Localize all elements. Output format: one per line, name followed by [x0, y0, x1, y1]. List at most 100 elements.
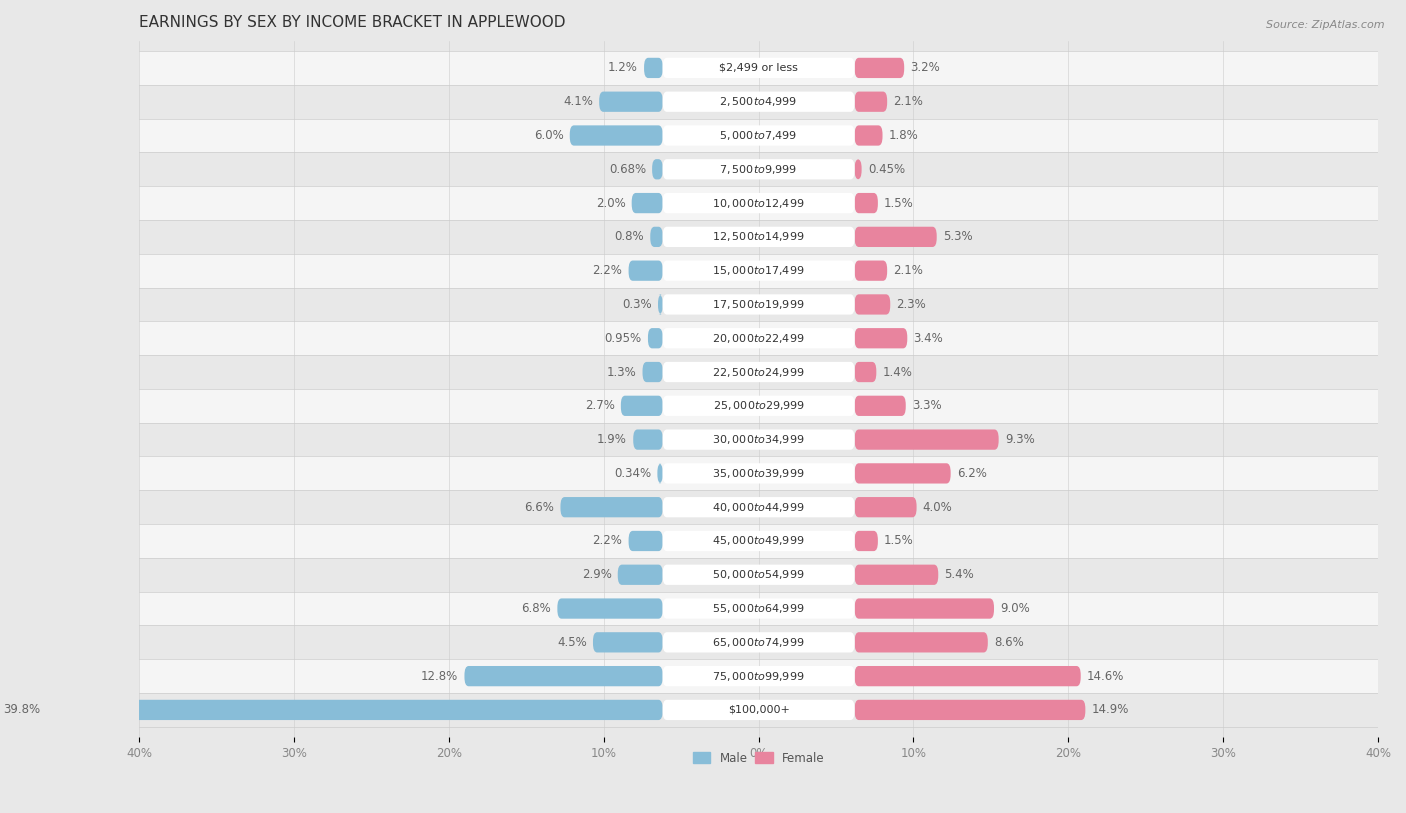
Bar	[139, 355, 1378, 389]
FancyBboxPatch shape	[855, 531, 877, 551]
Text: $12,500 to $14,999: $12,500 to $14,999	[713, 230, 804, 243]
Text: $45,000 to $49,999: $45,000 to $49,999	[713, 534, 804, 547]
FancyBboxPatch shape	[662, 362, 855, 382]
Text: 0.95%: 0.95%	[605, 332, 641, 345]
FancyBboxPatch shape	[855, 633, 988, 653]
Text: $40,000 to $44,999: $40,000 to $44,999	[713, 501, 804, 514]
FancyBboxPatch shape	[593, 633, 662, 653]
FancyBboxPatch shape	[662, 125, 855, 146]
Text: $65,000 to $74,999: $65,000 to $74,999	[713, 636, 804, 649]
Text: 2.2%: 2.2%	[592, 534, 623, 547]
Text: 9.0%: 9.0%	[1000, 602, 1031, 615]
FancyBboxPatch shape	[855, 429, 998, 450]
Bar	[139, 558, 1378, 592]
FancyBboxPatch shape	[569, 125, 662, 146]
Text: $35,000 to $39,999: $35,000 to $39,999	[713, 467, 804, 480]
FancyBboxPatch shape	[662, 666, 855, 686]
FancyBboxPatch shape	[662, 58, 855, 78]
FancyBboxPatch shape	[662, 328, 855, 349]
Text: 14.9%: 14.9%	[1091, 703, 1129, 716]
Text: 6.6%: 6.6%	[524, 501, 554, 514]
FancyBboxPatch shape	[46, 700, 662, 720]
FancyBboxPatch shape	[662, 227, 855, 247]
FancyBboxPatch shape	[855, 396, 905, 416]
FancyBboxPatch shape	[855, 294, 890, 315]
Text: 2.7%: 2.7%	[585, 399, 614, 412]
FancyBboxPatch shape	[658, 463, 662, 484]
Text: 1.5%: 1.5%	[884, 534, 914, 547]
FancyBboxPatch shape	[633, 429, 662, 450]
Text: 5.3%: 5.3%	[943, 230, 973, 243]
FancyBboxPatch shape	[662, 260, 855, 280]
Text: Source: ZipAtlas.com: Source: ZipAtlas.com	[1267, 20, 1385, 30]
Text: 39.8%: 39.8%	[3, 703, 41, 716]
FancyBboxPatch shape	[855, 328, 907, 349]
FancyBboxPatch shape	[617, 564, 662, 585]
FancyBboxPatch shape	[662, 531, 855, 551]
Text: 1.8%: 1.8%	[889, 129, 918, 142]
FancyBboxPatch shape	[662, 463, 855, 484]
Bar	[139, 423, 1378, 457]
Text: 6.2%: 6.2%	[957, 467, 987, 480]
Text: 2.1%: 2.1%	[893, 95, 924, 108]
FancyBboxPatch shape	[662, 564, 855, 585]
Bar	[139, 524, 1378, 558]
Bar	[139, 186, 1378, 220]
FancyBboxPatch shape	[662, 497, 855, 517]
Bar	[139, 51, 1378, 85]
Text: 2.1%: 2.1%	[893, 264, 924, 277]
Bar	[139, 85, 1378, 119]
Text: 0.34%: 0.34%	[614, 467, 651, 480]
Text: 1.3%: 1.3%	[606, 366, 637, 379]
FancyBboxPatch shape	[855, 125, 883, 146]
Text: 3.2%: 3.2%	[911, 62, 941, 75]
Bar	[139, 220, 1378, 254]
Text: 2.9%: 2.9%	[582, 568, 612, 581]
Text: 0.3%: 0.3%	[623, 298, 652, 311]
Bar	[139, 592, 1378, 625]
Text: $5,000 to $7,499: $5,000 to $7,499	[720, 129, 797, 142]
Text: 1.9%: 1.9%	[598, 433, 627, 446]
FancyBboxPatch shape	[464, 666, 662, 686]
FancyBboxPatch shape	[557, 598, 662, 619]
FancyBboxPatch shape	[662, 429, 855, 450]
Bar	[139, 321, 1378, 355]
FancyBboxPatch shape	[855, 362, 876, 382]
FancyBboxPatch shape	[631, 193, 662, 213]
FancyBboxPatch shape	[662, 193, 855, 213]
Text: 0.8%: 0.8%	[614, 230, 644, 243]
FancyBboxPatch shape	[855, 260, 887, 280]
FancyBboxPatch shape	[662, 396, 855, 416]
FancyBboxPatch shape	[643, 362, 662, 382]
Text: $7,500 to $9,999: $7,500 to $9,999	[720, 163, 797, 176]
Text: 2.3%: 2.3%	[897, 298, 927, 311]
FancyBboxPatch shape	[855, 227, 936, 247]
FancyBboxPatch shape	[652, 159, 662, 180]
Text: $10,000 to $12,499: $10,000 to $12,499	[713, 197, 804, 210]
Text: $2,500 to $4,999: $2,500 to $4,999	[720, 95, 797, 108]
Bar	[139, 152, 1378, 186]
FancyBboxPatch shape	[648, 328, 662, 349]
FancyBboxPatch shape	[662, 294, 855, 315]
Text: $15,000 to $17,499: $15,000 to $17,499	[713, 264, 804, 277]
Text: 9.3%: 9.3%	[1005, 433, 1035, 446]
Text: 2.0%: 2.0%	[596, 197, 626, 210]
Text: $2,499 or less: $2,499 or less	[720, 63, 799, 73]
Bar	[139, 693, 1378, 727]
FancyBboxPatch shape	[628, 260, 662, 280]
FancyBboxPatch shape	[662, 633, 855, 653]
FancyBboxPatch shape	[662, 598, 855, 619]
FancyBboxPatch shape	[650, 227, 662, 247]
Text: 6.8%: 6.8%	[522, 602, 551, 615]
Text: 6.0%: 6.0%	[534, 129, 564, 142]
Bar	[139, 254, 1378, 288]
FancyBboxPatch shape	[855, 92, 887, 112]
FancyBboxPatch shape	[561, 497, 662, 517]
Text: 1.4%: 1.4%	[883, 366, 912, 379]
Bar	[139, 119, 1378, 152]
FancyBboxPatch shape	[855, 463, 950, 484]
FancyBboxPatch shape	[855, 58, 904, 78]
FancyBboxPatch shape	[855, 700, 1085, 720]
Text: $30,000 to $34,999: $30,000 to $34,999	[713, 433, 804, 446]
Bar	[139, 659, 1378, 693]
